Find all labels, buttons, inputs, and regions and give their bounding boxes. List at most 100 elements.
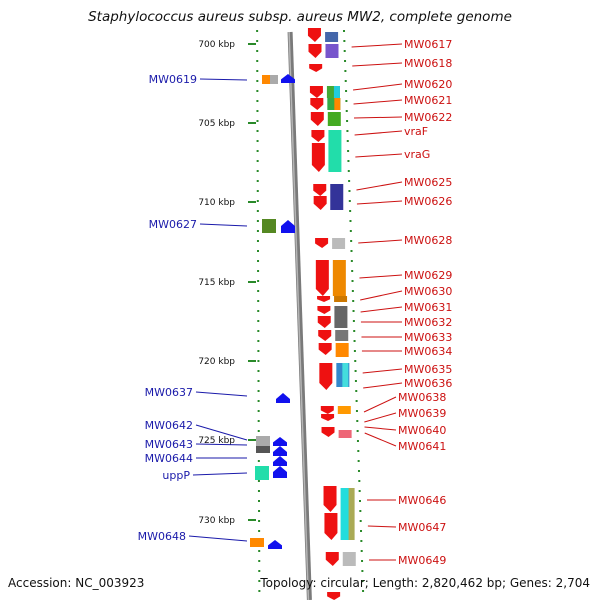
leader-line	[352, 62, 403, 67]
leader-line	[352, 83, 403, 91]
scale-dot	[257, 320, 260, 322]
scale-dot	[347, 170, 350, 172]
feature-block	[325, 32, 339, 42]
feature-block	[262, 75, 270, 84]
forward-gene-arrow	[309, 86, 323, 98]
scale-dot	[344, 70, 347, 72]
forward-gene-arrow	[321, 427, 335, 437]
scale-label: 715 kbp	[198, 278, 235, 288]
feature-block	[256, 446, 270, 453]
scale-label: 710 kbp	[198, 198, 235, 208]
scale-dot	[256, 40, 259, 42]
scale-dot	[355, 410, 358, 412]
feature-block	[255, 466, 269, 480]
scale-dot	[348, 190, 351, 192]
scale-dot	[357, 450, 360, 452]
scale-dot	[344, 80, 347, 82]
forward-gene-arrow	[318, 330, 332, 341]
feature-block	[332, 260, 346, 296]
gene-label: MW0647	[398, 521, 446, 534]
reverse-gene-arrow	[273, 466, 287, 478]
leader-line	[192, 472, 248, 476]
scale-dot	[257, 400, 260, 402]
feature-block	[256, 436, 270, 446]
forward-gene-arrow	[313, 196, 327, 210]
scale-dot	[256, 70, 259, 72]
scale-dot	[355, 400, 358, 402]
scale-dot	[361, 580, 364, 582]
gene-label: MW0628	[404, 234, 452, 247]
leader-line	[362, 368, 403, 374]
scale-label: 700 kbp	[198, 40, 235, 50]
feature-block	[250, 538, 264, 547]
leader-line	[353, 99, 403, 105]
scale-dot	[256, 110, 259, 112]
leader-line	[364, 426, 397, 431]
gene-label: MW0635	[404, 363, 452, 376]
scale-dot	[350, 260, 353, 262]
scale-dot	[355, 390, 358, 392]
gene-label: MW0637	[145, 386, 193, 399]
leader-line	[360, 290, 403, 301]
scale-dot	[344, 60, 347, 62]
scale-dot	[257, 430, 260, 432]
scale-label: 730 kbp	[198, 516, 235, 526]
scale-dot	[345, 110, 348, 112]
scale-dot	[256, 130, 259, 132]
leader-line	[358, 239, 403, 244]
scale-dot	[257, 310, 260, 312]
gene-label: MW0621	[404, 94, 452, 107]
scale-dot	[258, 510, 261, 512]
forward-gene-arrow	[310, 98, 324, 110]
leader-line	[195, 424, 248, 441]
gene-label: uppP	[162, 469, 190, 482]
scale-dot	[256, 200, 259, 202]
scale-dot	[257, 410, 260, 412]
scale-dot	[256, 100, 259, 102]
scale-dot	[357, 470, 360, 472]
scale-dot	[353, 340, 356, 342]
gene-label: MW0633	[404, 331, 452, 344]
forward-gene-arrow	[311, 143, 325, 172]
forward-gene-arrow	[327, 592, 341, 600]
scale-dot	[258, 550, 261, 552]
leader-line	[363, 382, 403, 389]
forward-gene-arrow	[311, 130, 325, 142]
scale-dot	[345, 90, 348, 92]
feature-block	[332, 238, 346, 249]
feature-block	[327, 112, 341, 126]
scale-dot	[343, 50, 346, 52]
scale-dot	[348, 200, 351, 202]
scale-dot	[258, 580, 261, 582]
leader-line	[199, 78, 248, 81]
backbone-line	[287, 31, 312, 600]
feature-block	[335, 343, 349, 357]
scale-dot	[354, 360, 357, 362]
scale-dot	[256, 80, 259, 82]
gene-label: MW0643	[145, 438, 193, 451]
scale-dot	[257, 280, 260, 282]
reverse-gene-arrow	[281, 220, 295, 233]
feature-block	[325, 44, 339, 58]
gene-label: MW0617	[404, 38, 452, 51]
leader-line	[359, 274, 403, 279]
scale-dot	[256, 240, 259, 242]
feature-block	[342, 552, 356, 566]
leader-line	[351, 43, 403, 48]
scale-dot	[356, 420, 359, 422]
forward-gene-arrow	[319, 363, 333, 390]
scale-dot	[345, 100, 348, 102]
leader-line	[199, 223, 248, 227]
scale-dot	[351, 290, 354, 292]
scale-dot	[346, 130, 349, 132]
feature-block	[348, 488, 355, 540]
leader-line	[195, 391, 248, 397]
gene-label: vraF	[404, 125, 428, 138]
forward-gene-arrow	[315, 238, 329, 248]
scale-dot	[258, 560, 261, 562]
leader-line	[356, 181, 403, 191]
scale-label: 720 kbp	[198, 357, 235, 367]
scale-dot	[256, 140, 259, 142]
scale-dot	[257, 360, 260, 362]
feature-block	[333, 86, 340, 98]
